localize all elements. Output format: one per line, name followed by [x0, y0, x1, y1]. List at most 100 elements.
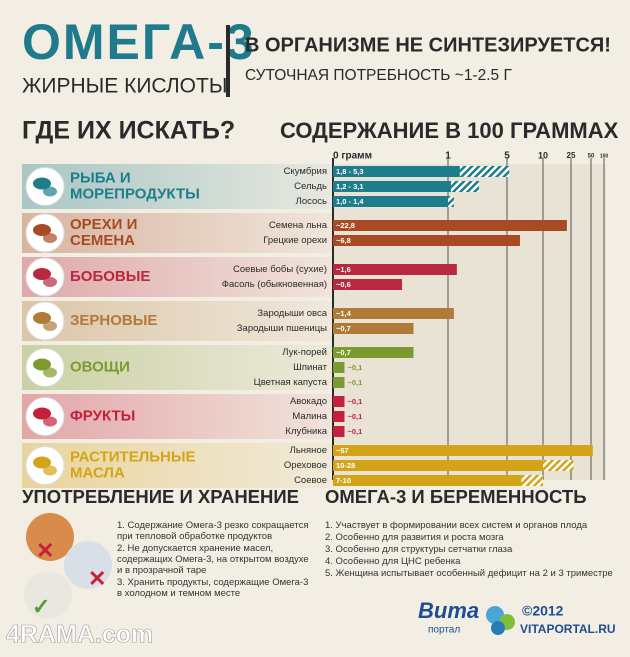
- group-icon-shape: [43, 277, 57, 287]
- x-tick-label: 10: [538, 150, 548, 160]
- group-name: РЫБА И: [70, 169, 131, 186]
- group-icon-shape: [43, 233, 57, 243]
- value-label: 7-10: [336, 476, 351, 485]
- bar: [333, 411, 345, 422]
- storage-title: УПОТРЕБЛЕНИЕ И ХРАНЕНИЕ: [22, 486, 299, 507]
- group-name: ОВОЩИ: [70, 358, 130, 375]
- value-label: ~22,8: [336, 221, 355, 230]
- bar: [333, 396, 345, 407]
- list-item: 2. Особенно для развития и роста мозга: [325, 532, 504, 543]
- group-name: РАСТИТЕЛЬНЫЕ: [70, 448, 196, 465]
- x-tick-label: 5: [504, 151, 510, 162]
- group-band: [22, 443, 333, 488]
- item-name: Цветная капуста: [254, 377, 328, 388]
- logo-leaves: [486, 606, 515, 635]
- item-name: Клубника: [285, 426, 327, 437]
- x-tick-label: 100: [600, 153, 609, 159]
- item-name: Авокадо: [290, 396, 327, 407]
- x-tick-label: 25: [567, 151, 576, 160]
- site: VITAPORTAL.RU: [520, 622, 616, 636]
- group-band: [22, 257, 333, 297]
- group-name: БОБОВЫЕ: [70, 268, 150, 285]
- group-band: [22, 301, 333, 341]
- list-item: 2. Не допускается хранение масел, содерж…: [117, 543, 309, 576]
- bar: [333, 308, 454, 319]
- plot-bg: [333, 164, 606, 480]
- pregnancy-list: 1. Участвует в формировании всех систем …: [325, 520, 615, 580]
- divider: [226, 25, 230, 97]
- value-label: ~1,6: [336, 265, 351, 274]
- daily-need: СУТОЧНАЯ ПОТРЕБНОСТЬ ~1-2.5 Г: [245, 67, 512, 84]
- bar: [333, 220, 567, 231]
- value-label: ~0,1: [348, 427, 363, 436]
- bar: [333, 196, 448, 207]
- item-name: Малина: [292, 411, 327, 422]
- bar: [333, 426, 345, 437]
- logo: Вита: [418, 598, 479, 623]
- value-label: ~0,1: [348, 363, 363, 372]
- group-icon-shape: [43, 186, 57, 197]
- bar: [333, 475, 522, 486]
- item-name: Семена льна: [269, 220, 328, 231]
- value-label: 10-28: [336, 461, 355, 470]
- group-name: ЗЕРНОВЫЕ: [70, 312, 157, 329]
- value-label: ~0,7: [336, 348, 351, 357]
- group-icon-shape: [43, 321, 57, 331]
- group-name: ОРЕХИ И: [70, 216, 137, 233]
- bar: [333, 166, 460, 177]
- value-label: ~57: [336, 446, 349, 455]
- bar-range: [521, 475, 543, 486]
- value-label: ~0,6: [336, 280, 351, 289]
- value-label: ~0,7: [336, 324, 351, 333]
- group-name: ФРУКТЫ: [70, 407, 135, 424]
- bar: [333, 445, 593, 456]
- bar: [333, 279, 402, 290]
- item-name: Соевые бобы (сухие): [233, 264, 327, 275]
- bar: [333, 323, 414, 334]
- group-icon-shape: [43, 416, 57, 427]
- value-label: 1,8 - 5,3: [336, 167, 364, 176]
- group-name: МАСЛА: [70, 464, 125, 481]
- value-label: ~0,1: [348, 397, 363, 406]
- bar: [333, 347, 414, 358]
- bar-range: [459, 166, 510, 177]
- svg-text:✓: ✓: [32, 594, 50, 619]
- chart-title: СОДЕРЖАНИЕ В 100 ГРАММАХ: [280, 118, 619, 143]
- value-label: ~0,1: [348, 378, 363, 387]
- group-icon-shape: [43, 367, 57, 378]
- value-label: 1,2 - 3,1: [336, 182, 364, 191]
- group-band: [22, 345, 333, 390]
- list-item: 5. Женщина испытывает особенный дефицит …: [325, 568, 613, 579]
- value-label: ~6,8: [336, 236, 351, 245]
- bar: [333, 264, 457, 275]
- group-icon-shape: [33, 407, 51, 420]
- item-name: Фасоль (обыкновенная): [222, 279, 327, 290]
- list-item: 1. Участвует в формировании всех систем …: [325, 520, 588, 531]
- svg-text:✕: ✕: [36, 538, 54, 563]
- item-name: Шпинат: [293, 362, 327, 373]
- subtitle: ЖИРНЫЕ КИСЛОТЫ: [22, 75, 227, 98]
- value-label: 1,0 - 1,4: [336, 197, 364, 206]
- x-tick-label: 1: [445, 151, 451, 162]
- bar: [333, 460, 543, 471]
- value-label: ~1,4: [336, 309, 352, 318]
- item-name: Зародыши овса: [257, 308, 327, 319]
- watermark: 4RAMA.com: [6, 621, 153, 649]
- bar: [333, 362, 345, 373]
- item-name: Скумбрия: [284, 166, 327, 177]
- group-band: [22, 213, 333, 253]
- list-item: 3. Особенно для структуры сетчатки глаза: [325, 544, 513, 555]
- bar-range: [450, 181, 479, 192]
- pregnancy-title: ОМЕГА-3 И БЕРЕМЕННОСТЬ: [325, 486, 587, 507]
- item-name: Льняное: [290, 445, 327, 456]
- logo-sub: портал: [428, 625, 460, 636]
- group-icon-shape: [43, 465, 57, 476]
- headline: В ОРГАНИЗМЕ НЕ СИНТЕЗИРУЕТСЯ!: [245, 34, 611, 56]
- title: ОМЕГА-3: [22, 14, 256, 70]
- value-label: ~0,1: [348, 412, 363, 421]
- svg-text:✕: ✕: [88, 566, 106, 591]
- group-icon-shape: [33, 177, 51, 190]
- storage-list: 1. Содержание Омега-3 резко сокращается …: [117, 520, 312, 600]
